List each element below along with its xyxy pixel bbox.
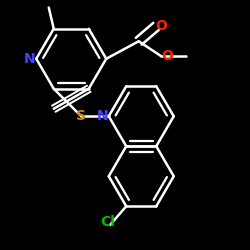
Text: S: S [76, 109, 86, 123]
Text: N: N [97, 109, 108, 123]
Text: O: O [155, 19, 167, 33]
Text: O: O [162, 49, 173, 63]
Text: N: N [24, 52, 36, 66]
Text: Cl: Cl [100, 216, 115, 230]
